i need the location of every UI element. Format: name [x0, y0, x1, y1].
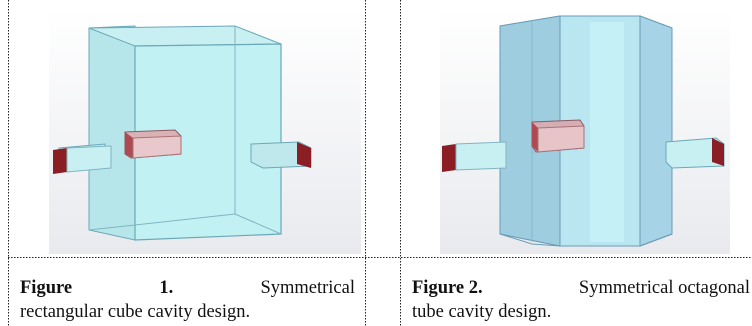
figure-1-caption-line1: Figure 1. Symmetrical: [20, 276, 355, 300]
figure-2-caption: Figure 2. Symmetrical octagonal tube cav…: [412, 276, 750, 324]
figure-1-label-num: 1.: [159, 278, 174, 298]
figure-1-caption: Figure 1. Symmetrical rectangular cube c…: [20, 276, 355, 324]
figure-2-caption-text: Symmetrical octagonal: [578, 278, 750, 298]
figure-1-caption-line2: rectangular cube cavity design.: [20, 302, 251, 322]
figure-2-label: Figure 2.: [412, 278, 483, 298]
figure-2-caption-line1: Figure 2. Symmetrical octagonal: [412, 276, 750, 300]
figure-1-label-word: Figure: [20, 278, 73, 298]
figure-2-caption-line2: tube cavity design.: [412, 302, 552, 322]
figure-1-image: [49, 8, 361, 254]
figure-1-caption-text: Symmetrical: [260, 278, 355, 298]
figure-2-image: [440, 8, 730, 254]
